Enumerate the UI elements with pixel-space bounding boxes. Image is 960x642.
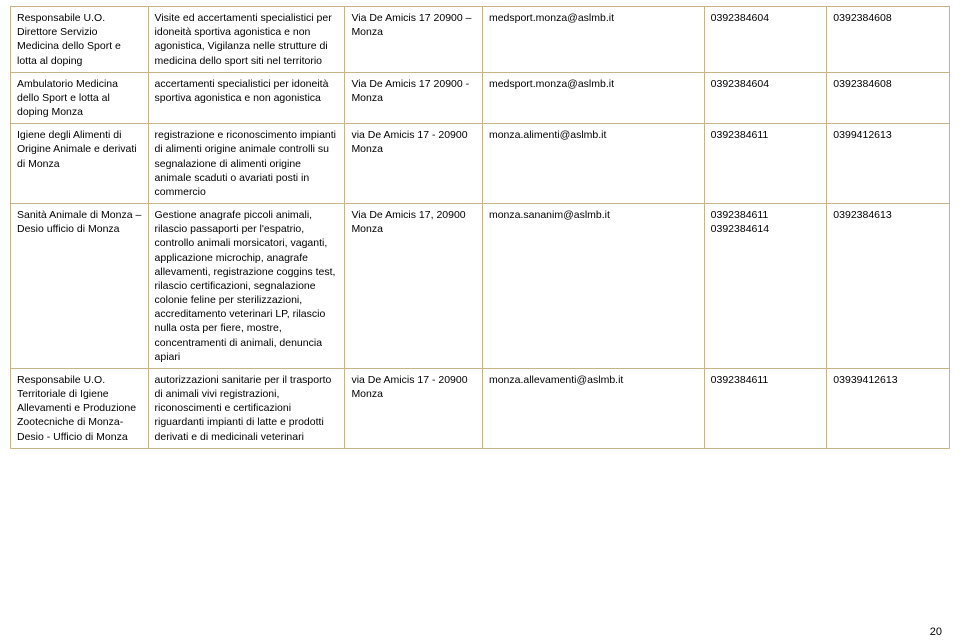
cell-fax: 0392384613 [827,204,950,369]
cell-email: monza.sananim@aslmb.it [482,204,704,369]
cell-email: medsport.monza@aslmb.it [482,72,704,124]
document-page: Responsabile U.O. Direttore Servizio Med… [0,0,960,642]
cell-unit: Ambulatorio Medicina dello Sport e lotta… [11,72,149,124]
table-body: Responsabile U.O. Direttore Servizio Med… [11,7,950,449]
cell-phone: 0392384611 [704,124,827,204]
cell-address: Via De Amicis 17, 20900 Monza [345,204,483,369]
table-row: Responsabile U.O. Territoriale di Igiene… [11,368,950,448]
table-row: Responsabile U.O. Direttore Servizio Med… [11,7,950,73]
cell-phone: 0392384604 [704,7,827,73]
page-number: 20 [930,626,942,638]
cell-fax: 0392384608 [827,72,950,124]
cell-address: via De Amicis 17 - 20900 Monza [345,368,483,448]
cell-email: medsport.monza@aslmb.it [482,7,704,73]
cell-activity: accertamenti specialistici per idoneità … [148,72,345,124]
cell-address: via De Amicis 17 - 20900 Monza [345,124,483,204]
table-row: Ambulatorio Medicina dello Sport e lotta… [11,72,950,124]
table-row: Sanità Animale di Monza – Desio ufficio … [11,204,950,369]
cell-activity: Visite ed accertamenti specialistici per… [148,7,345,73]
cell-address: Via De Amicis 17 20900 – Monza [345,7,483,73]
cell-email: monza.alimenti@aslmb.it [482,124,704,204]
cell-fax: 0392384608 [827,7,950,73]
cell-address: Via De Amicis 17 20900 - Monza [345,72,483,124]
cell-email: monza.allevamenti@aslmb.it [482,368,704,448]
cell-unit: Sanità Animale di Monza – Desio ufficio … [11,204,149,369]
cell-unit: Responsabile U.O. Direttore Servizio Med… [11,7,149,73]
cell-activity: autorizzazioni sanitarie per il trasport… [148,368,345,448]
cell-unit: Responsabile U.O. Territoriale di Igiene… [11,368,149,448]
table-row: Igiene degli Alimenti di Origine Animale… [11,124,950,204]
cell-activity: Gestione anagrafe piccoli animali, rilas… [148,204,345,369]
cell-phone: 0392384611 0392384614 [704,204,827,369]
services-table: Responsabile U.O. Direttore Servizio Med… [10,6,950,449]
cell-phone: 0392384604 [704,72,827,124]
cell-phone: 0392384611 [704,368,827,448]
cell-fax: 03939412613 [827,368,950,448]
cell-activity: registrazione e riconoscimento impianti … [148,124,345,204]
cell-fax: 0399412613 [827,124,950,204]
cell-unit: Igiene degli Alimenti di Origine Animale… [11,124,149,204]
